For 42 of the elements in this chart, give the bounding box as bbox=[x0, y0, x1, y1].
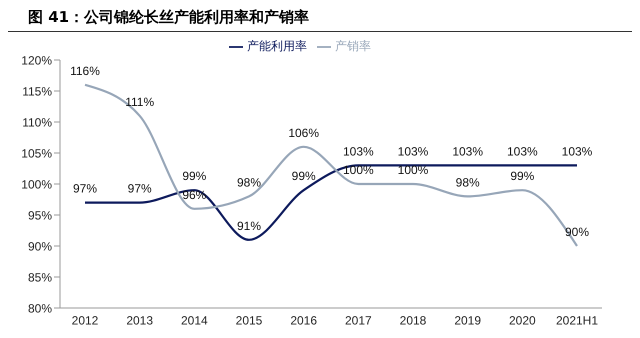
data-label: 111% bbox=[125, 94, 154, 109]
data-label: 99% bbox=[292, 169, 316, 184]
x-tick-label: 2013 bbox=[126, 314, 154, 328]
data-label: 91% bbox=[236, 218, 262, 233]
x-tick-label: 2019 bbox=[454, 314, 482, 328]
y-tick-label: 90% bbox=[28, 239, 52, 254]
y-tick-label: 110% bbox=[22, 115, 52, 130]
y-tick-label: 120% bbox=[21, 53, 52, 68]
data-label: 103% bbox=[506, 144, 538, 158]
data-label: 103% bbox=[342, 144, 374, 158]
data-label: 103% bbox=[452, 144, 484, 158]
x-tick-label: 2012 bbox=[72, 314, 99, 328]
legend-label: 产销率 bbox=[335, 39, 371, 53]
x-tick-label: 2020 bbox=[508, 314, 536, 328]
data-label: 116% bbox=[70, 64, 100, 78]
legend-label: 产能利用率 bbox=[247, 39, 307, 53]
x-tick-label: 2021H1 bbox=[556, 314, 598, 328]
y-tick-label: 80% bbox=[28, 301, 52, 316]
data-label: 103% bbox=[398, 144, 429, 158]
x-tick-label: 2015 bbox=[236, 314, 263, 328]
data-label: 106% bbox=[288, 126, 320, 140]
data-label: 97% bbox=[72, 182, 98, 196]
x-tick-label: 2018 bbox=[400, 314, 427, 328]
chart-title: 图 41：公司锦纶长丝产能利用率和产销率 bbox=[8, 8, 632, 32]
data-label: 100% bbox=[342, 163, 374, 177]
data-label: 96% bbox=[182, 188, 207, 202]
x-tick-label: 2017 bbox=[344, 314, 372, 328]
x-tick-label: 2014 bbox=[180, 314, 208, 328]
data-label: 103% bbox=[562, 144, 593, 158]
data-label: 90% bbox=[564, 225, 590, 239]
x-tick-label: 2016 bbox=[290, 314, 318, 328]
y-tick-label: 115% bbox=[22, 84, 52, 98]
data-label: 99% bbox=[182, 169, 207, 184]
data-label: 100% bbox=[398, 163, 429, 177]
y-tick-label: 105% bbox=[21, 146, 52, 160]
data-label: 99% bbox=[510, 169, 535, 184]
y-tick-label: 95% bbox=[28, 208, 52, 222]
data-label: 98% bbox=[456, 175, 480, 190]
data-label: 97% bbox=[128, 182, 152, 196]
y-tick-label: 100% bbox=[21, 177, 52, 192]
y-tick-label: 85% bbox=[28, 270, 52, 284]
data-label: 98% bbox=[236, 175, 262, 190]
